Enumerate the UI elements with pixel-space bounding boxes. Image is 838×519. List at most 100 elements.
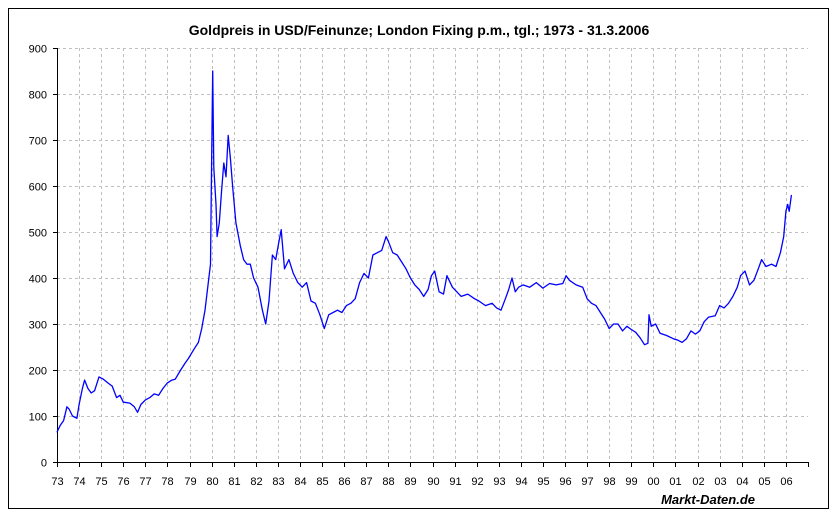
x-tick-label: 96 <box>559 476 571 488</box>
x-tick-label: 99 <box>625 476 637 488</box>
data-point <box>350 302 352 304</box>
data-point <box>180 369 182 371</box>
data-point <box>780 252 781 254</box>
data-point <box>708 316 709 318</box>
data-point <box>650 325 652 327</box>
chart-title: Goldpreis in USD/Feinunze; London Fixing… <box>188 22 650 38</box>
data-point <box>410 277 411 279</box>
x-tick-label: 97 <box>581 476 593 488</box>
data-point <box>788 210 790 212</box>
data-point <box>145 399 146 401</box>
x-tick-label: 01 <box>669 476 681 488</box>
data-point <box>427 289 429 290</box>
x-tick-label: 06 <box>780 476 792 488</box>
x-tick-label: 95 <box>537 476 549 488</box>
data-point <box>761 259 762 260</box>
data-point <box>306 282 307 283</box>
x-tick-label: 75 <box>95 476 107 488</box>
data-point <box>613 323 614 325</box>
data-point <box>555 284 557 286</box>
data-point <box>423 296 425 297</box>
data-point <box>288 259 290 260</box>
data-point <box>284 268 285 270</box>
data-point <box>227 135 229 136</box>
data-point <box>591 302 592 304</box>
data-point <box>405 268 407 270</box>
data-point <box>297 282 299 283</box>
data-point <box>392 252 394 254</box>
data-point <box>332 312 334 313</box>
data-point <box>218 222 220 224</box>
x-tick-label: 94 <box>515 476 527 488</box>
data-point <box>474 298 475 300</box>
data-point <box>496 307 497 309</box>
data-point <box>225 176 227 178</box>
data-point <box>414 284 416 286</box>
data-point <box>582 286 584 288</box>
data-point <box>677 339 679 341</box>
data-point <box>78 404 80 405</box>
data-point <box>418 289 420 290</box>
data-point <box>246 263 248 265</box>
data-point <box>686 338 687 340</box>
data-point <box>511 277 513 279</box>
data-point <box>785 210 787 212</box>
data-point <box>249 263 251 265</box>
data-point <box>376 252 378 254</box>
data-point <box>212 70 214 72</box>
data-point <box>275 259 277 260</box>
credit-label: Markt-Daten.de <box>661 492 755 507</box>
data-point <box>456 291 458 293</box>
data-point <box>644 344 645 346</box>
data-point <box>230 158 231 159</box>
data-point <box>569 279 570 281</box>
data-point <box>235 222 237 224</box>
data-point <box>542 287 544 289</box>
data-point <box>103 378 104 380</box>
data-point <box>491 302 493 304</box>
x-tick-label: 76 <box>117 476 129 488</box>
data-point <box>162 388 164 389</box>
data-point <box>438 291 440 293</box>
data-point <box>744 270 746 272</box>
data-point <box>626 325 628 327</box>
data-point <box>265 323 267 325</box>
y-tick-label: 800 <box>29 90 47 102</box>
data-point <box>783 236 785 238</box>
data-point <box>562 283 564 284</box>
data-point <box>167 382 168 384</box>
data-point <box>63 420 64 421</box>
data-point <box>84 379 85 381</box>
x-tick-label: 79 <box>184 476 196 488</box>
data-point <box>207 282 209 283</box>
data-point <box>787 204 789 205</box>
y-tick-label: 700 <box>29 136 47 148</box>
x-tick-label: 92 <box>471 476 483 488</box>
data-point <box>401 261 402 263</box>
x-tick-label: 90 <box>427 476 439 488</box>
data-point <box>372 254 374 256</box>
data-point <box>595 305 597 306</box>
x-tick-label: 98 <box>603 476 615 488</box>
x-tick-label: 81 <box>228 476 240 488</box>
data-point <box>443 293 444 295</box>
data-point <box>575 284 577 286</box>
data-point <box>56 431 58 433</box>
data-point <box>223 162 225 164</box>
gold-price-line <box>56 70 793 433</box>
data-point <box>204 309 206 311</box>
data-point <box>535 282 537 283</box>
data-point <box>87 388 89 389</box>
data-point <box>292 273 294 274</box>
data-point <box>622 330 623 332</box>
data-point <box>732 296 734 297</box>
data-point <box>695 333 696 335</box>
data-point <box>268 300 270 302</box>
data-point <box>647 342 649 344</box>
data-point <box>714 315 716 317</box>
data-point <box>68 408 70 410</box>
data-point <box>272 254 273 256</box>
data-point <box>129 402 131 404</box>
data-point <box>262 309 263 311</box>
